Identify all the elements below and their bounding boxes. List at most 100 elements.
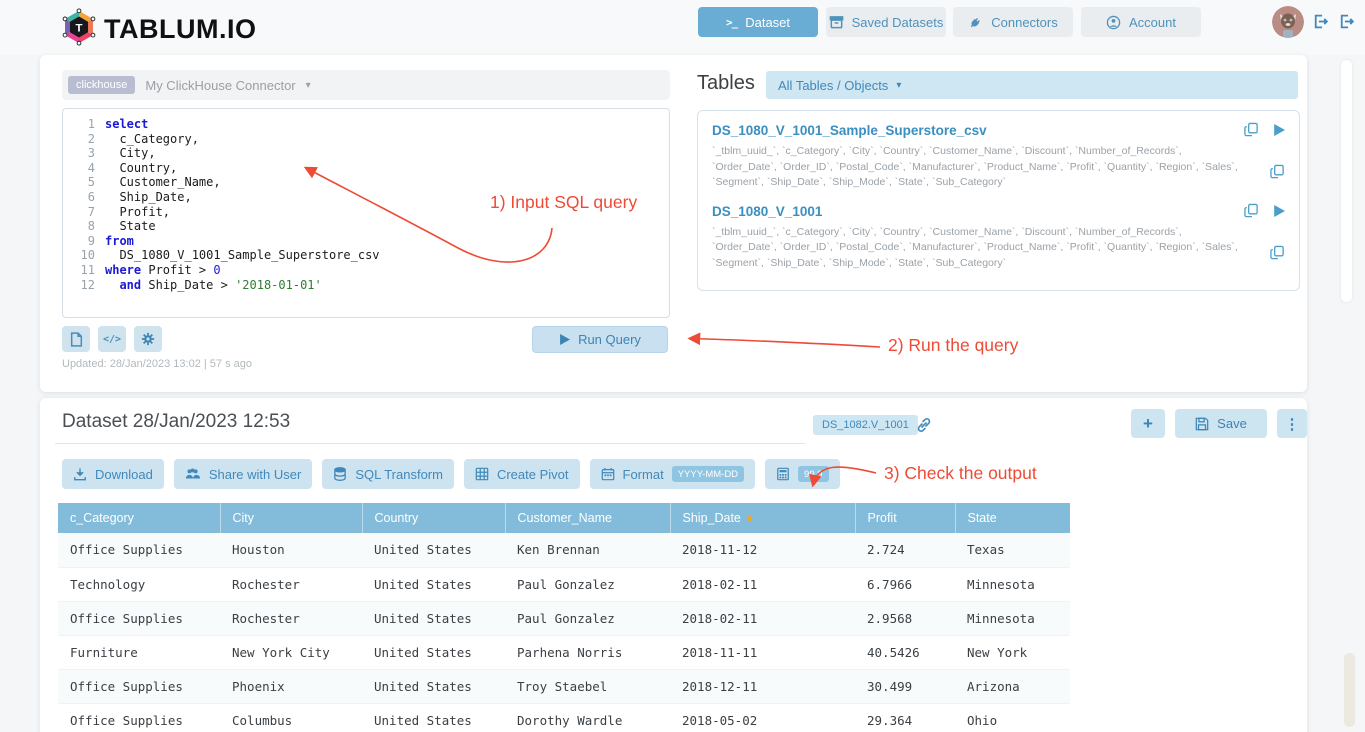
share-with-user-button[interactable]: Share with User [173, 459, 313, 489]
line-number: 2 [87, 131, 95, 146]
column-header-city[interactable]: City [219, 503, 362, 533]
terminal-icon: >_ [725, 15, 738, 29]
brand-name: TABLUM.IO [104, 14, 257, 44]
table-cell: United States [362, 567, 505, 602]
new-query-button[interactable] [62, 326, 90, 352]
table-row: Office Supplies Houston United States Ken B… [58, 533, 1070, 568]
table-name-link[interactable]: DS_1080_V_1001_Sample_Superstore_csv [712, 123, 987, 138]
copy-columns-icon[interactable] [1270, 245, 1285, 265]
dataset-card: Dataset 28/Jan/2023 12:53 DS_1082.V_1001… [40, 398, 1307, 732]
copy-icon[interactable] [1244, 122, 1259, 142]
table-cell: United States [362, 601, 505, 636]
table-header-row: c_Category City Country Customer_Name Ship_D… [58, 503, 1070, 533]
column-header-c_category[interactable]: c_Category [58, 503, 220, 533]
table-cell: Phoenix [220, 669, 362, 704]
column-header-state[interactable]: State [954, 503, 1070, 533]
sql-code-line: and Ship_Date > '2018-01-01' [119, 277, 322, 292]
play-icon[interactable] [1273, 204, 1285, 222]
sql-code-line: from [105, 233, 134, 248]
scrollbar-thumb-bottom[interactable] [1344, 653, 1355, 727]
table-grid-icon [475, 467, 489, 481]
user-avatar[interactable] [1272, 6, 1304, 38]
play-icon[interactable] [1273, 123, 1285, 141]
updated-status: Updated: 28/Jan/2023 13:02 | 57 s ago [62, 358, 253, 370]
annotation-check-output: 3) Check the output [884, 463, 1037, 483]
table-cell: Houston [220, 533, 362, 568]
table-name-link[interactable]: DS_1080_V_1001 [712, 203, 823, 219]
connector-select[interactable]: clickhouse My ClickHouse Connector ▾ [62, 70, 670, 100]
sql-code-line: where Profit > 0 [105, 262, 221, 277]
query-settings-button[interactable] [134, 326, 162, 352]
title-divider [55, 443, 805, 444]
logout-icon[interactable] [1312, 13, 1329, 30]
download-icon [74, 468, 86, 481]
annotation-run-query: 2) Run the query [888, 335, 1019, 355]
line-number: 3 [87, 146, 95, 161]
link-icon[interactable] [915, 416, 933, 439]
table-cell: Office Supplies [58, 533, 220, 568]
copy-icon[interactable] [1244, 203, 1259, 223]
logout-icon-2[interactable] [1338, 13, 1355, 30]
tables-filter-select[interactable]: All Tables / Objects ▾ [766, 71, 1298, 99]
table-cell: Office Supplies [58, 703, 220, 732]
tab-account[interactable]: Account [1081, 7, 1201, 37]
column-header-customer_name[interactable]: Customer_Name [504, 503, 670, 533]
create-pivot-button[interactable]: Create Pivot [463, 459, 580, 489]
table-cell: Office Supplies [58, 601, 220, 636]
more-options-button[interactable]: ⋮ [1277, 409, 1307, 438]
table-cell: Furniture [58, 635, 220, 670]
table-cell: United States [362, 669, 505, 704]
format-button[interactable]: Format YYYY-MM-DD [589, 459, 756, 489]
save-button[interactable]: Save [1175, 409, 1267, 438]
format-label: Format [622, 466, 664, 482]
sql-transform-button[interactable]: SQL Transform [322, 459, 454, 489]
table-columns-text: `_tblm_uuid_`, `c_Category`, `City`, `Co… [712, 225, 1238, 269]
sql-code-line: Profit, [105, 204, 171, 219]
column-header-profit[interactable]: Profit [854, 503, 955, 533]
tab-connectors[interactable]: Connectors [953, 7, 1073, 37]
copy-columns-icon[interactable] [1270, 164, 1285, 184]
code-icon: </> [102, 333, 122, 345]
people-icon [185, 468, 200, 479]
line-number: 11 [80, 262, 95, 277]
sql-code-line: Customer_Name, [105, 175, 221, 190]
sql-code-line: select [105, 117, 149, 131]
date-format-chip: YYYY-MM-DD [671, 466, 745, 482]
table-cell: 2018-05-02 [670, 703, 855, 732]
column-header-ship_date[interactable]: Ship_Date [669, 503, 855, 533]
result-table: c_Category City Country Customer_Name Ship_D… [58, 503, 1070, 732]
download-button[interactable]: Download [62, 459, 164, 489]
sql-transform-label: SQL Transform [355, 466, 443, 482]
table-cell: Dorothy Wardle [505, 703, 670, 732]
line-number: 10 [80, 248, 95, 263]
table-row: Office Supplies Rochester United States Pau… [58, 601, 1070, 636]
play-icon [560, 334, 571, 345]
table-body: Office Supplies Houston United States Ken B… [58, 533, 1070, 732]
run-query-button[interactable]: Run Query [532, 326, 668, 353]
sql-code[interactable]: select c_Category, City, Country, Custom… [105, 117, 669, 309]
line-number: 9 [87, 233, 95, 248]
table-cell: 40.5426 [855, 635, 955, 670]
table-cell: Troy Staebel [505, 669, 670, 704]
sql-code-line: Ship_Date, [105, 189, 192, 204]
column-header-country[interactable]: Country [361, 503, 505, 533]
tab-saved-datasets[interactable]: Saved Datasets [826, 7, 946, 37]
add-dataset-button[interactable]: + [1131, 409, 1165, 438]
table-cell: 2018-02-11 [670, 601, 855, 636]
plus-icon: + [1143, 413, 1153, 433]
code-view-button[interactable]: </> [98, 326, 126, 352]
dataset-toolbar: Download Share with User SQL Transform [62, 459, 840, 489]
gear-icon [141, 332, 155, 346]
person-icon [1106, 15, 1121, 30]
number-precision-button[interactable]: 99.9 [765, 459, 840, 489]
dataset-title: Dataset 28/Jan/2023 12:53 [62, 411, 291, 432]
sql-code-line: DS_1080_V_1001_Sample_Superstore_csv [105, 248, 380, 263]
line-number: 8 [87, 219, 95, 234]
calculator-icon [777, 467, 789, 481]
brand[interactable]: T TABLUM.IO [60, 8, 256, 51]
scrollbar-thumb-top[interactable] [1341, 60, 1352, 302]
table-cell: 30.499 [855, 669, 955, 704]
top-navbar: T TABLUM.IO >_ Dataset Saved Datasets [0, 0, 1365, 55]
tab-dataset[interactable]: >_ Dataset [698, 7, 818, 37]
sql-editor[interactable]: 1 2 3 4 5 6 7 8 9 10 11 12 select c_Category, City,… [62, 108, 670, 318]
